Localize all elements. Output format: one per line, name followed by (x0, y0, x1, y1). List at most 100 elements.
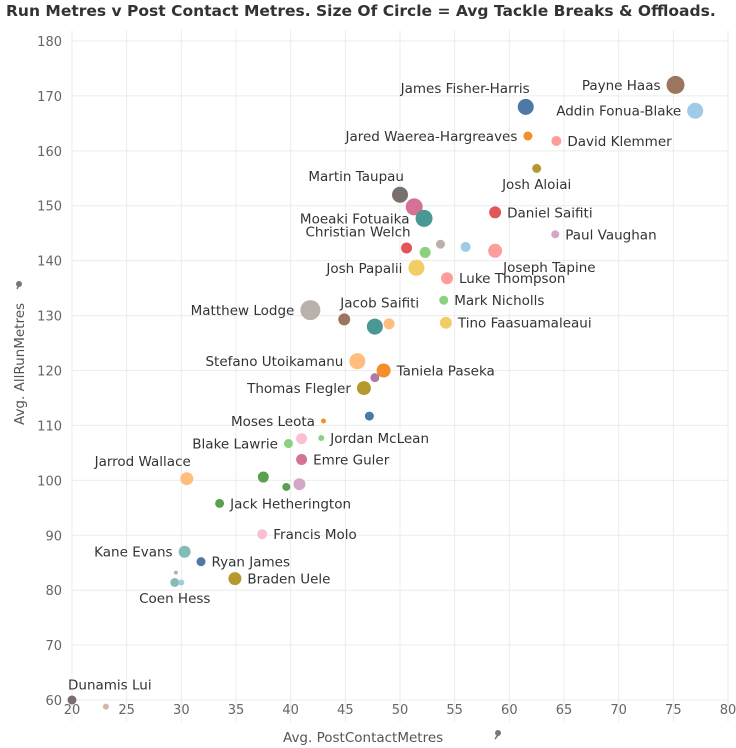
scatter-point[interactable] (435, 239, 445, 249)
x-tick-label: 55 (446, 703, 463, 718)
scatter-point[interactable] (439, 316, 452, 329)
point-label: Addin Fonua-Blake (556, 104, 681, 120)
point-label: Matthew Lodge (191, 303, 295, 319)
point-label: Mark Nicholls (454, 293, 544, 309)
scatter-point[interactable] (320, 418, 326, 424)
scatter-point[interactable] (173, 570, 178, 575)
point-label: Taniela Paseka (396, 364, 495, 380)
scatter-point[interactable] (687, 102, 704, 119)
x-axis-pin-icon[interactable] (494, 730, 501, 740)
scatter-point[interactable] (460, 241, 471, 252)
scatter-point[interactable] (401, 242, 413, 254)
scatter-point[interactable] (366, 318, 383, 335)
scatter-point[interactable] (180, 472, 194, 486)
scatter-point[interactable] (356, 381, 371, 396)
y-tick-label: 90 (45, 529, 62, 544)
scatter-point[interactable] (296, 453, 308, 465)
scatter-point[interactable] (178, 545, 191, 558)
scatter-point[interactable] (532, 163, 542, 173)
y-tick-label: 170 (37, 90, 62, 105)
y-tick-label: 70 (45, 639, 62, 654)
point-label: Josh Papalii (325, 261, 402, 277)
point-label: Coen Hess (139, 591, 210, 607)
x-tick-label: 30 (173, 703, 190, 718)
scatter-point[interactable] (300, 300, 321, 321)
point-label: Josh Aloiai (501, 177, 571, 193)
scatter-point[interactable] (257, 529, 268, 540)
point-label: Jordan McLean (329, 431, 429, 447)
point-label: Blake Lawrie (192, 437, 278, 453)
point-label: Braden Uele (247, 572, 330, 588)
point-label: Moeaki Fotuaika (300, 211, 410, 227)
scatter-point[interactable] (215, 498, 225, 508)
y-tick-label: 110 (37, 419, 62, 434)
scatter-point[interactable] (318, 435, 325, 442)
x-tick-label: 65 (556, 703, 573, 718)
scatter-point[interactable] (257, 471, 269, 483)
scatter-point[interactable] (349, 353, 366, 370)
scatter-point[interactable] (488, 243, 503, 258)
x-tick-label: 45 (337, 703, 354, 718)
point-label: Francis Molo (273, 527, 357, 543)
grid-lines (71, 30, 729, 722)
scatter-point[interactable] (551, 135, 562, 146)
y-tick-label: 100 (37, 474, 62, 489)
y-tick-label: 160 (37, 145, 62, 160)
scatter-point[interactable] (523, 131, 533, 141)
scatter-point[interactable] (296, 433, 308, 445)
scatter-point[interactable] (228, 572, 242, 586)
scatter-point[interactable] (666, 75, 685, 94)
scatter-point[interactable] (517, 98, 534, 115)
y-axis-title: Avg. AllRunMetres (12, 303, 28, 425)
x-tick-label: 50 (392, 703, 409, 718)
scatter-point[interactable] (376, 363, 391, 378)
y-tick-label: 80 (45, 584, 62, 599)
x-tick-label: 60 (501, 703, 518, 718)
scatter-point[interactable] (364, 411, 374, 421)
scatter-point[interactable] (178, 579, 185, 586)
x-tick-label: 35 (228, 703, 245, 718)
scatter-point[interactable] (439, 295, 449, 305)
scatter-point[interactable] (383, 318, 395, 330)
scatter-point[interactable] (196, 557, 206, 567)
scatter-point[interactable] (282, 482, 291, 491)
scatter-point[interactable] (293, 478, 306, 491)
point-label: Dunamis Lui (68, 678, 152, 694)
scatter-point[interactable] (408, 259, 425, 276)
y-axis-title-group: Avg. AllRunMetres (12, 281, 28, 425)
x-tick-label: 20 (64, 703, 81, 718)
scatter-point[interactable] (405, 198, 423, 216)
point-label: Payne Haas (582, 78, 661, 94)
scatter-point[interactable] (489, 206, 502, 219)
scatter-point[interactable] (170, 578, 180, 588)
point-label: Daniel Saifiti (507, 205, 592, 221)
scatter-point[interactable] (370, 373, 380, 383)
scatter-point[interactable] (102, 703, 109, 710)
point-label: Moses Leota (231, 414, 315, 430)
scatter-point[interactable] (419, 246, 431, 258)
x-axis-title-group: Avg. PostContactMetres (283, 730, 501, 746)
point-label: Joseph Tapine (502, 260, 595, 276)
point-label: Luke Thompson (459, 271, 565, 287)
point-label: Thomas Flegler (246, 381, 351, 397)
data-points (67, 75, 704, 710)
x-tick-label: 70 (610, 703, 627, 718)
x-tick-label: 80 (720, 703, 736, 718)
scatter-point[interactable] (415, 209, 433, 227)
scatter-point[interactable] (551, 230, 560, 239)
point-label: James Fisher-Harris (400, 81, 530, 97)
point-label: Christian Welch (305, 225, 410, 241)
scatter-point[interactable] (67, 695, 77, 705)
scatter-point[interactable] (392, 186, 408, 203)
scatter-point[interactable] (283, 439, 293, 449)
scatter-point[interactable] (441, 272, 454, 285)
scatter-point[interactable] (338, 313, 351, 326)
point-label: Tino Faasuamaleaui (457, 316, 592, 332)
point-label: David Klemmer (567, 134, 672, 150)
point-label: Martin Taupau (308, 169, 404, 185)
y-axis-ticks: 60 70 80 90 100 110 120 130 140 150 160 170 180 (37, 35, 62, 709)
point-label: Jared Waerea-Hargreaves (344, 129, 517, 145)
y-axis-pin-icon[interactable] (16, 281, 22, 290)
point-label: Jacob Saifiti (339, 295, 419, 311)
point-label: Paul Vaughan (565, 227, 656, 243)
